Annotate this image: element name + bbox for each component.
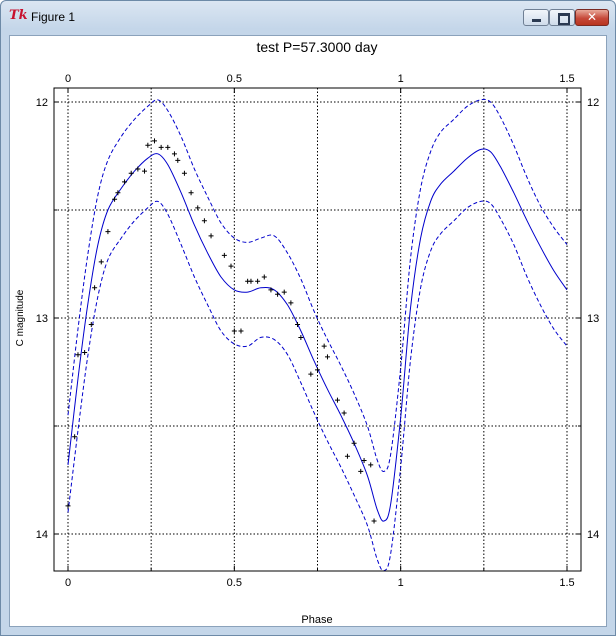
data-point-marker — [361, 458, 367, 464]
figure-canvas-area: 0 0 0.5 0.5 1 1 1.5 1.5 12 12 13 13 14 14 test P=57.3… — [9, 35, 607, 627]
data-point-marker — [315, 367, 320, 373]
data-point-marker — [171, 151, 177, 157]
confidence-band-curve — [67, 98, 568, 473]
data-point-marker — [321, 343, 327, 349]
data-point-marker — [248, 278, 254, 284]
x-tick-label-bottom: 0.5 — [227, 577, 242, 589]
data-point-marker — [288, 300, 294, 306]
y-tick-label-left: 13 — [36, 313, 48, 325]
confidence-band-curve — [67, 200, 568, 572]
minimize-button[interactable] — [523, 9, 549, 26]
x-tick-label-bottom: 0 — [65, 577, 71, 589]
maximize-button[interactable] — [549, 9, 575, 26]
data-point-marker — [371, 518, 377, 524]
window-title: Figure 1 — [31, 10, 76, 24]
data-point-marker — [344, 453, 350, 459]
data-point-marker — [72, 434, 78, 440]
data-point-marker — [122, 179, 128, 185]
data-point-marker — [105, 229, 111, 235]
data-point-marker — [92, 285, 98, 291]
y-tick-label-right: 14 — [587, 529, 599, 541]
x-tick-label-bottom: 1.5 — [559, 577, 574, 589]
data-point-marker — [281, 289, 287, 295]
data-point-marker — [145, 142, 151, 148]
y-tick-label-left: 14 — [36, 529, 48, 541]
x-tick-label-top: 1 — [398, 73, 404, 85]
data-point-marker — [341, 410, 347, 416]
data-point-marker — [75, 352, 81, 358]
data-point-marker — [65, 503, 71, 509]
data-point-marker — [255, 278, 261, 284]
data-point-marker — [88, 321, 94, 327]
y-tick-label-right: 13 — [587, 313, 599, 325]
data-point-marker — [308, 371, 314, 377]
chart-title: test P=57.3000 day — [256, 39, 377, 55]
data-point-marker — [324, 354, 330, 360]
data-point-marker — [261, 274, 267, 280]
x-tick-label-bottom: 1 — [398, 577, 404, 589]
data-point-marker — [112, 196, 118, 202]
data-point-marker — [351, 440, 357, 446]
data-markers — [65, 138, 377, 524]
data-point-marker — [158, 144, 164, 150]
minimize-icon — [532, 19, 541, 22]
data-point-marker — [334, 397, 340, 403]
tk-feather-icon: Tk — [9, 8, 28, 23]
data-point-marker — [188, 190, 194, 196]
data-point-marker — [368, 462, 374, 468]
maximize-icon — [558, 13, 570, 25]
data-point-marker — [298, 334, 304, 340]
data-point-marker — [135, 166, 141, 172]
chart-svg: 0 0 0.5 0.5 1 1 1.5 1.5 12 12 13 13 14 14 test P=57.3… — [15, 39, 600, 626]
close-button[interactable]: ✕ — [575, 9, 609, 26]
data-point-marker — [231, 328, 237, 334]
data-point-marker — [142, 168, 148, 174]
data-point-marker — [268, 287, 274, 293]
data-point-marker — [201, 218, 207, 224]
fit-curve — [67, 148, 568, 522]
x-tick-label-top: 1.5 — [559, 73, 574, 85]
data-point-marker — [98, 259, 104, 265]
data-point-marker — [275, 291, 281, 297]
grid — [54, 88, 581, 571]
close-icon: ✕ — [586, 10, 598, 24]
data-point-marker — [82, 350, 88, 356]
data-point-marker — [221, 252, 227, 258]
data-point-marker — [228, 263, 234, 269]
curves — [67, 98, 568, 572]
data-point-marker — [128, 170, 134, 176]
data-point-marker — [115, 190, 121, 196]
y-tick-label-left: 12 — [36, 97, 48, 109]
data-point-marker — [195, 205, 201, 211]
data-point-marker — [181, 170, 187, 176]
y-tick-label-right: 12 — [587, 97, 599, 109]
data-point-marker — [295, 321, 301, 327]
title-bar[interactable]: Tk Figure 1 ✕ — [1, 1, 615, 35]
data-point-marker — [208, 233, 214, 239]
x-tick-label-top: 0.5 — [227, 73, 242, 85]
x-tick-label-top: 0 — [65, 73, 71, 85]
x-axis-label: Phase — [301, 614, 332, 626]
axes: 0 0 0.5 0.5 1 1 1.5 1.5 12 12 13 13 14 14 — [36, 73, 600, 589]
data-point-marker — [238, 328, 244, 334]
data-point-marker — [165, 144, 171, 150]
data-point-marker — [151, 138, 157, 144]
data-point-marker — [175, 157, 181, 163]
data-point-marker — [358, 468, 364, 474]
y-axis-label: C magnitude — [15, 289, 26, 346]
